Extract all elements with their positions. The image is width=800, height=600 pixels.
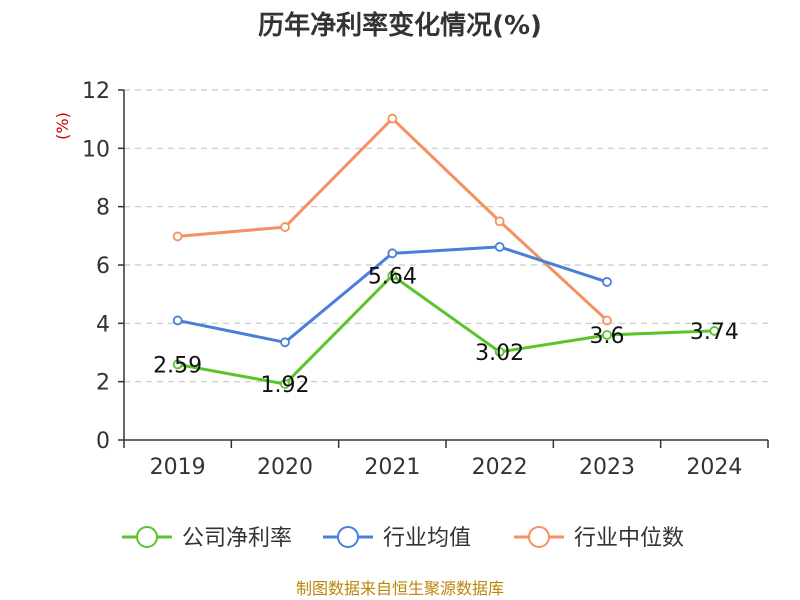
y-tick-label: 12 [82,79,110,104]
data-label: 2.59 [153,353,202,378]
data-point [172,315,183,326]
y-tick-label: 10 [82,137,110,162]
data-point [387,113,398,124]
data-point [494,347,505,357]
legend-label: 行业均值 [383,526,471,551]
data-point [602,315,612,326]
legend-marker [136,526,158,548]
series-line [177,245,608,344]
data-labels: 2.59 1.92 5.64 3.02 3.6 3.74 [153,265,739,399]
series-2 [172,242,612,348]
data-point [709,326,720,336]
axes [118,89,769,448]
y-tick-label: 8 [96,196,110,221]
data-point [172,231,183,242]
legend-item: 行业中位数 [514,526,684,551]
series-group [172,113,720,389]
series-line [177,274,715,386]
gridlines [124,89,768,383]
series-3 [172,113,612,326]
y-tick-label: 0 [96,429,110,454]
y-tick-label: 6 [96,254,110,279]
data-point [602,330,612,340]
x-tick-label: 2023 [579,455,635,480]
series-1 [172,270,720,389]
x-tick-label: 2021 [364,455,420,480]
data-point [387,248,398,259]
data-point [602,277,612,287]
data-label: 3.6 [590,324,625,349]
x-tick-label: 2019 [150,455,206,480]
data-point [280,337,290,348]
data-label: 5.64 [368,265,417,290]
data-point [494,242,505,252]
legend-label: 行业中位数 [574,526,684,551]
data-point [494,216,505,227]
y-tick-label: 4 [96,312,110,337]
legend-label: 公司净利率 [182,526,292,551]
data-point [280,379,290,389]
x-tick-label: 2022 [472,455,528,480]
data-label: 3.02 [475,341,524,366]
legend-item: 行业均值 [323,526,471,551]
data-label: 1.92 [261,373,310,398]
y-axis-label: (%) [53,112,72,140]
y-tick-label: 2 [96,371,110,396]
x-tick-label: 2024 [686,455,742,480]
data-point [172,359,183,370]
data-label: 3.74 [690,320,739,345]
legend-item: 公司净利率 [122,526,292,551]
x-tick-label: 2020 [257,455,313,480]
x-tick-labels: 2019 2020 2021 2022 2023 2024 [150,455,743,480]
source-note: 制图数据来自恒生聚源数据库 [296,579,504,598]
data-point [280,222,290,232]
y-tick-labels: 0 2 4 6 8 10 12 [82,79,110,454]
chart-title: 历年净利率变化情况(%) [258,10,542,41]
data-point [387,270,398,281]
legend-marker [337,526,359,548]
legend-marker [528,526,550,548]
legend: 公司净利率 行业均值 行业中位数 [122,526,684,551]
